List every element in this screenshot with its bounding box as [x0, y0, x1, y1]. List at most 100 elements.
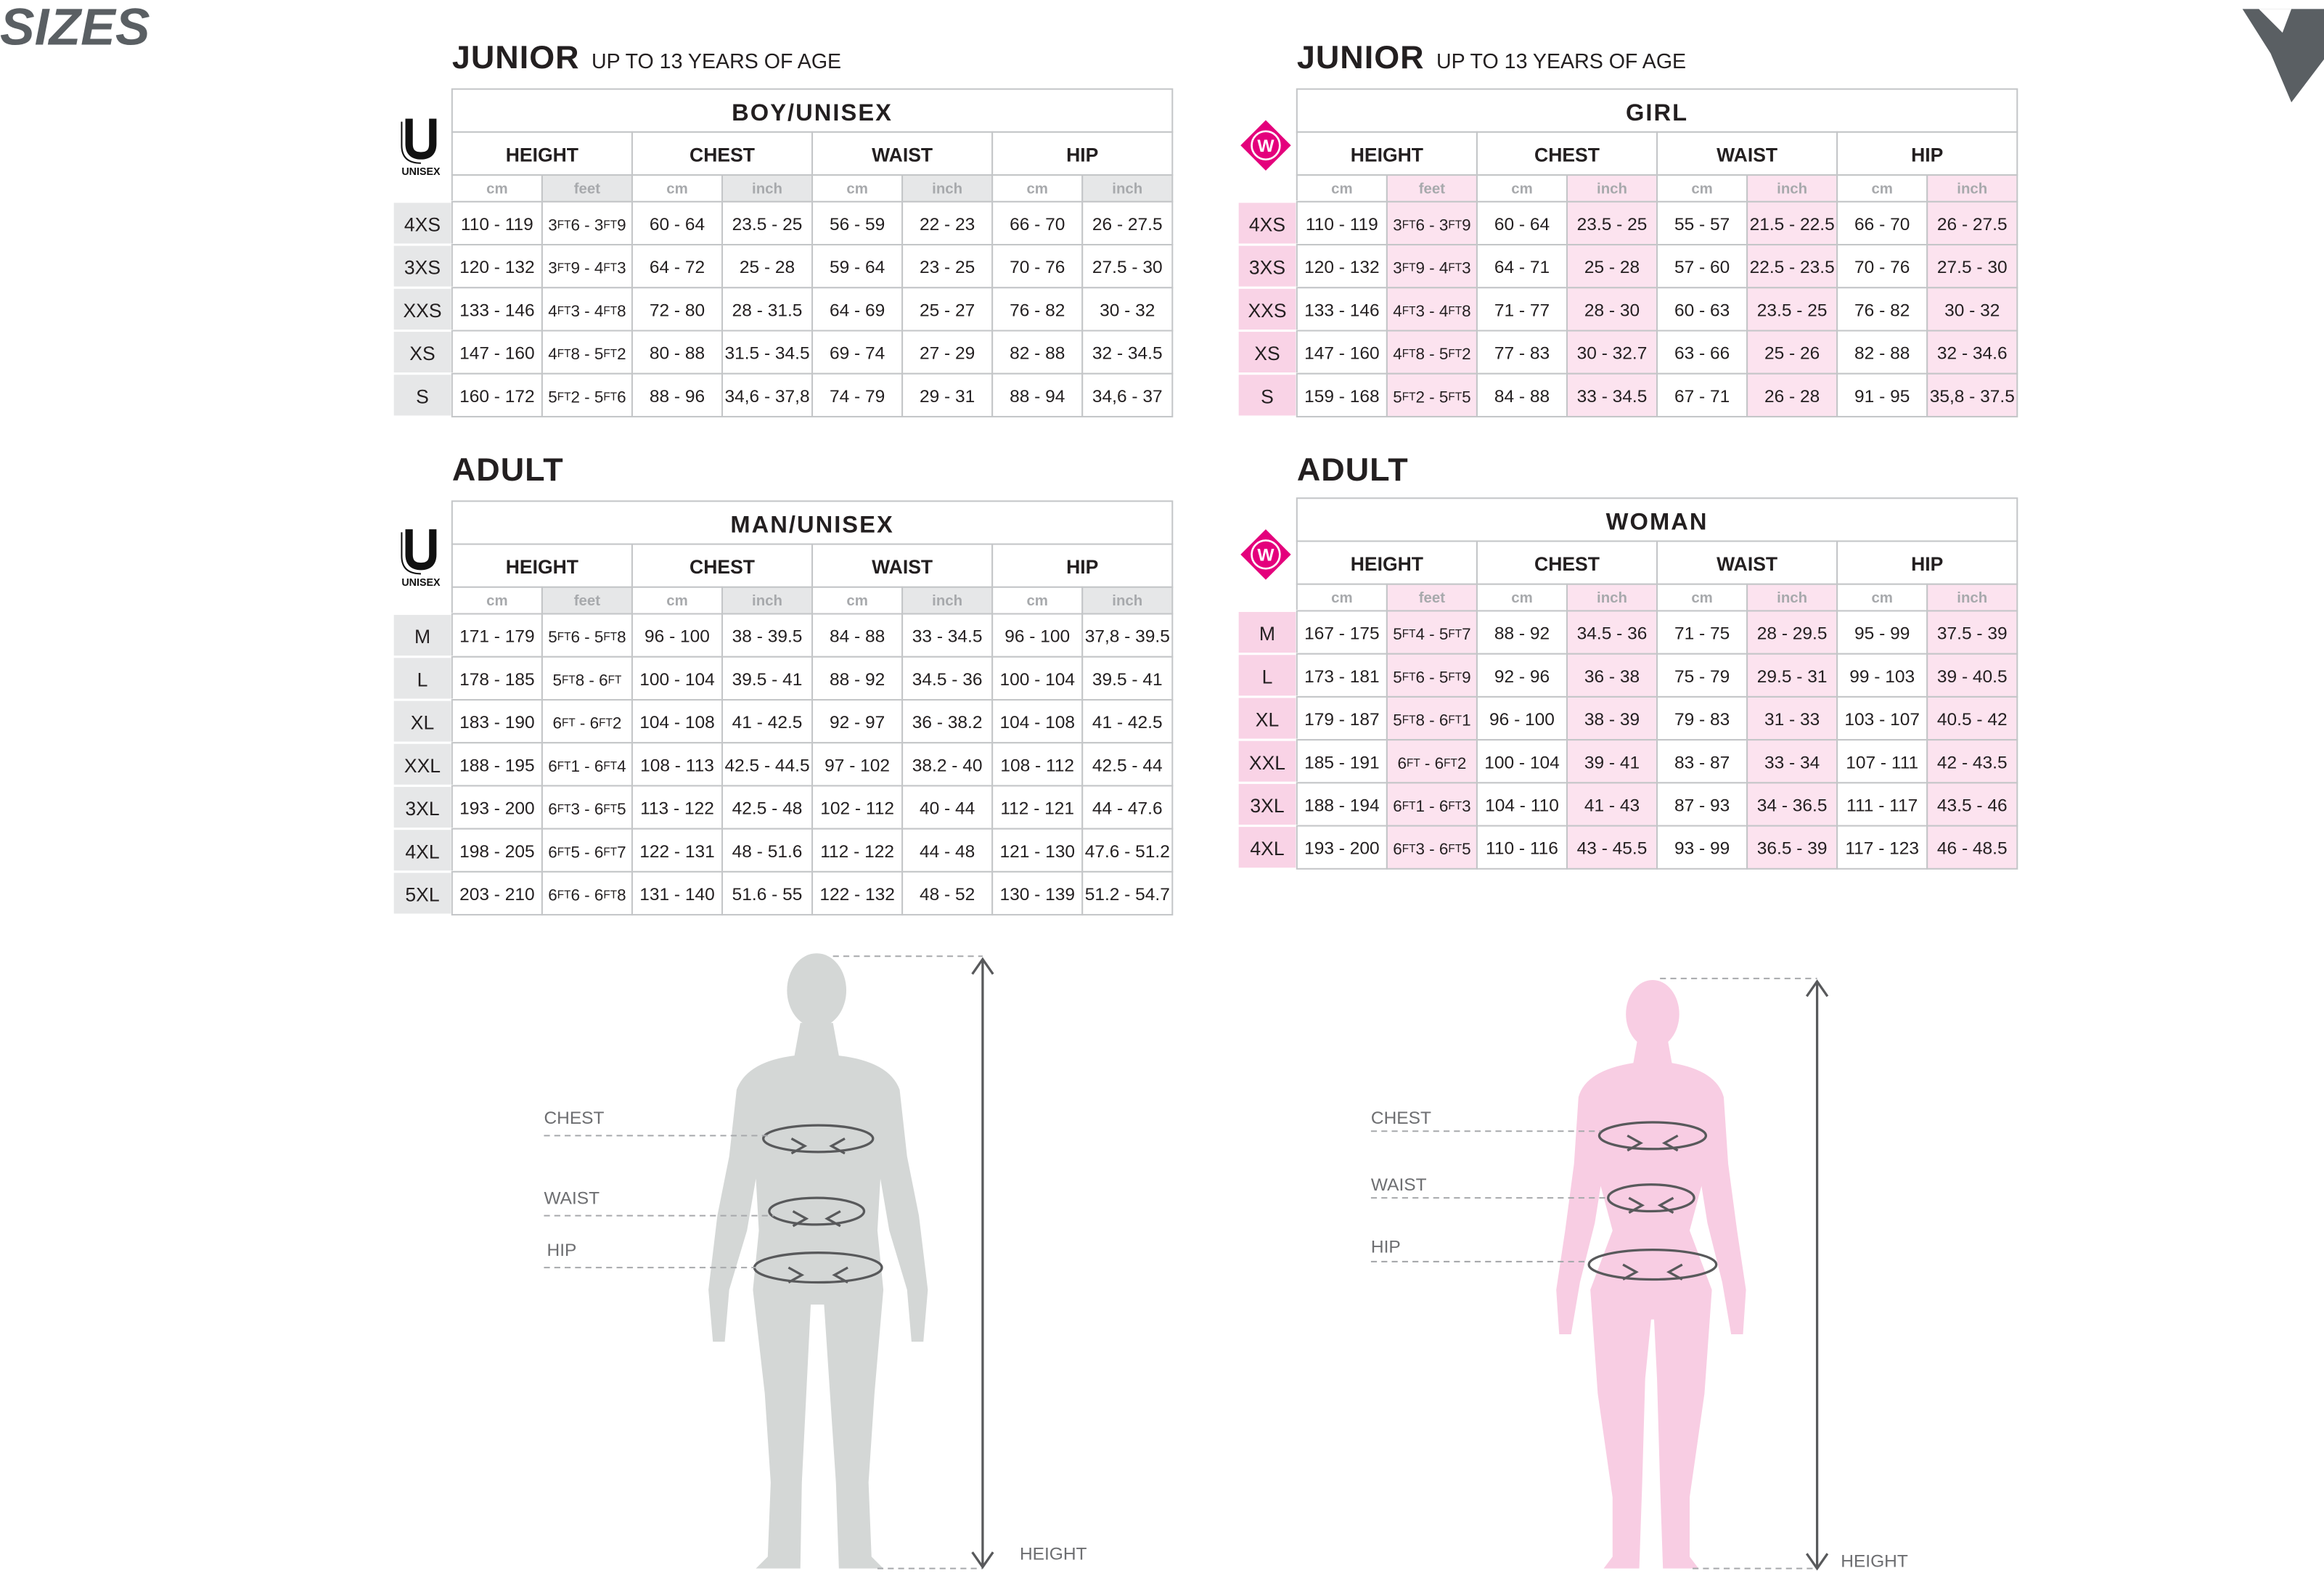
cell-value: 25 - 28	[740, 258, 795, 277]
cell-value: 198 - 205	[459, 842, 535, 862]
body-silhouette	[1556, 1037, 1746, 1569]
cell-value: 38 - 39	[1584, 710, 1640, 730]
unit-label: cm	[666, 593, 688, 609]
column-header: HEIGHT	[1351, 553, 1423, 575]
cell-value: 42 - 43.5	[1937, 753, 2008, 772]
data-cell	[541, 742, 633, 787]
ring-arrow	[790, 1138, 808, 1155]
data-cell	[991, 656, 1084, 701]
table-title: BOY/UNISEX	[732, 99, 893, 126]
data-cell	[1746, 825, 1838, 870]
unit-label: inch	[752, 593, 782, 609]
data-cell	[811, 330, 904, 375]
cell-value: 27.5 - 30	[1092, 258, 1163, 277]
cell-value: 23.5 - 25	[1577, 215, 1648, 234]
unit-label: cm	[486, 593, 508, 609]
cell-value: 64 - 71	[1494, 258, 1550, 277]
cell-value: 5FT6 - 5FT8	[548, 628, 626, 646]
data-cell	[1656, 610, 1748, 655]
data-cell	[1746, 653, 1838, 698]
cell-value: 29 - 31	[920, 387, 975, 407]
ring-arrow	[787, 1266, 805, 1283]
header-cell	[1836, 131, 2018, 176]
cell-value: 99 - 103	[1849, 667, 1915, 687]
table-title-cell	[451, 88, 1174, 133]
cell-value: 6FT1 - 6FT4	[548, 756, 626, 775]
cell-part: 2	[1457, 754, 1466, 772]
cell-value: 193 - 200	[459, 799, 535, 819]
size-cell	[391, 613, 454, 658]
cell-value: 178 - 185	[459, 670, 535, 690]
cell-part: - 6	[576, 714, 599, 732]
data-cell	[1746, 782, 1838, 827]
badge-line	[401, 532, 421, 575]
data-cell	[451, 656, 543, 701]
data-cell	[1926, 695, 2018, 741]
cell-value: 113 - 122	[640, 799, 714, 819]
cell-value: 33 - 34	[1764, 753, 1820, 772]
unit-ft: FT	[557, 391, 571, 403]
cell-value: 92 - 97	[830, 713, 885, 732]
badge-text: UNISEX	[401, 166, 441, 178]
data-cell	[451, 244, 543, 289]
cell-value: 188 - 194	[1304, 796, 1380, 816]
logo-notch	[2259, 9, 2292, 33]
chest-ring	[1597, 1121, 1708, 1151]
column-header: HIP	[1066, 144, 1098, 166]
data-cell	[1926, 200, 2018, 246]
cell-part: 2	[1462, 345, 1470, 363]
data-cell	[1926, 610, 2018, 655]
table-title-cell	[451, 500, 1174, 545]
data-cell	[631, 870, 724, 916]
data-cell	[1656, 244, 1748, 289]
unit-label: cm	[486, 181, 508, 197]
cell-part: 5	[1462, 388, 1470, 406]
unit-label: inch	[1777, 590, 1807, 606]
data-cell	[1081, 330, 1174, 375]
unit-ft: FT	[1448, 671, 1462, 683]
badge-line	[401, 121, 421, 164]
heading-sub: UP TO 13 YEARS OF AGE	[1436, 50, 1686, 73]
data-cell	[721, 656, 814, 701]
cell-value: 66 - 70	[1010, 215, 1065, 234]
unit-ft: FT	[1402, 219, 1416, 231]
measure-label: HEIGHT	[1841, 1552, 1908, 1572]
cell-part: 8 - 6	[576, 671, 608, 689]
cell-value: 5FT8 - 6FT1	[1393, 711, 1470, 729]
cell-part: 8	[617, 628, 626, 646]
cell-value: 4FT8 - 5FT2	[1393, 345, 1470, 363]
size-label: 4XS	[1249, 214, 1285, 236]
size-cell	[1236, 695, 1298, 741]
cell-value: 88 - 92	[830, 670, 885, 690]
cell-part: 6	[1393, 840, 1402, 858]
data-cell	[1566, 610, 1658, 655]
cell-value: 179 - 187	[1304, 710, 1380, 730]
column-header: CHEST	[1534, 144, 1600, 166]
cell-part: 4	[1393, 345, 1402, 363]
unit-label: inch	[932, 593, 962, 609]
data-cell	[1566, 739, 1658, 784]
cell-part: 5	[1393, 711, 1402, 729]
cell-value: 34 - 36.5	[1757, 796, 1828, 816]
arrow-head	[971, 1551, 994, 1569]
size-label: 4XL	[405, 841, 439, 862]
data-cell	[811, 698, 904, 744]
page-title: SIZES	[0, 0, 150, 56]
cell-part: 6	[548, 756, 557, 775]
cell-value: 6FT6 - 6FT8	[548, 886, 626, 904]
ring-arrow	[792, 1210, 809, 1228]
unit-label: feet	[574, 181, 600, 197]
cell-value: 66 - 70	[1854, 215, 1910, 234]
data-cell	[1296, 244, 1388, 289]
cell-value: 36 - 38.2	[912, 713, 983, 732]
measure-label: CHEST	[1371, 1108, 1431, 1128]
ring-arrow	[829, 1138, 846, 1155]
size-label: 3XS	[404, 257, 441, 279]
cell-value: 39.5 - 41	[732, 670, 803, 690]
cell-value: 25 - 26	[1764, 344, 1820, 364]
arrow-head	[1805, 1553, 1829, 1571]
logo-shape	[2242, 9, 2324, 103]
data-cell	[1836, 825, 1928, 870]
data-cell	[1566, 200, 1658, 246]
